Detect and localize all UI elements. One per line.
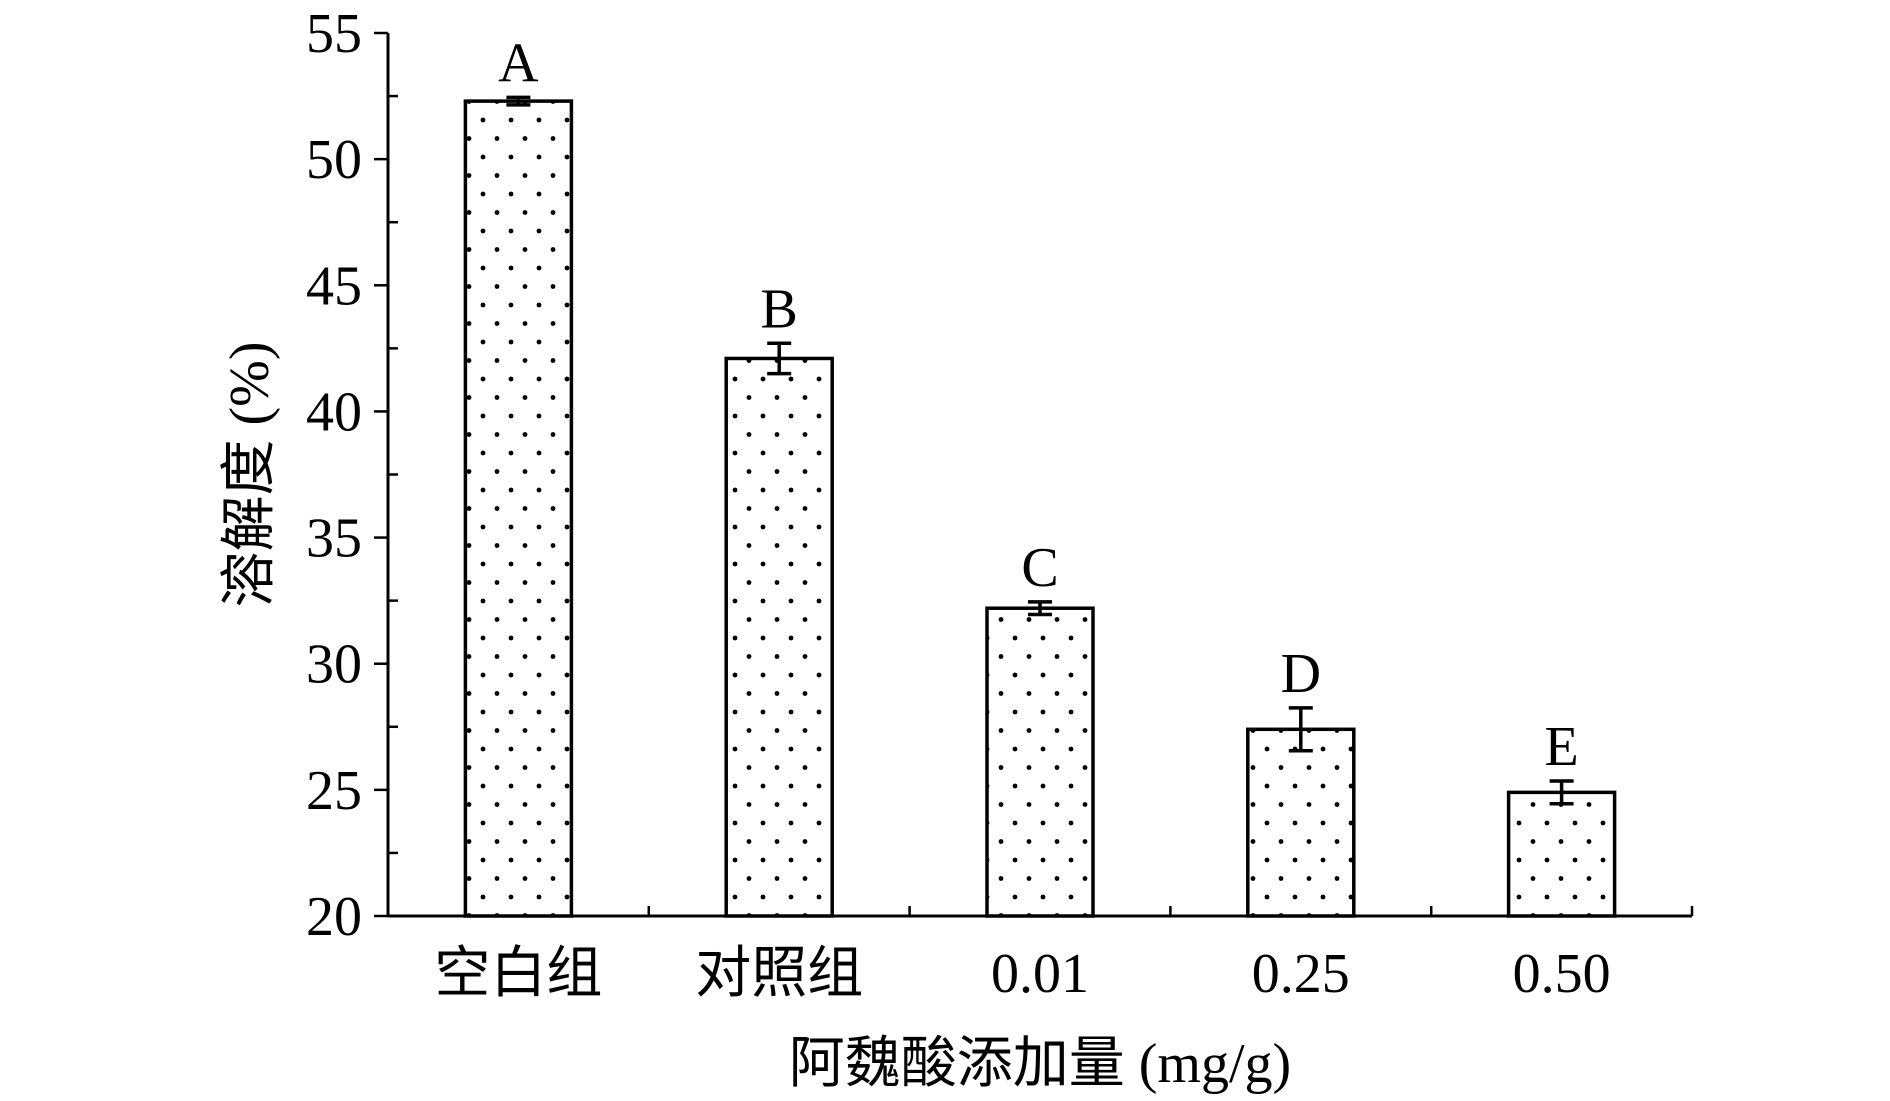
x-axis-title: 阿魏酸添加量 (mg/g)	[789, 1033, 1291, 1095]
bar	[985, 606, 1095, 918]
axes: 20 25 30 35 40 45 50 55	[306, 3, 1694, 948]
y-tick-label: 25	[306, 760, 362, 822]
significance-label: B	[761, 278, 798, 340]
error-bar	[1028, 600, 1052, 617]
x-tick-label: 0.50	[1513, 943, 1611, 1005]
x-tick-label: 对照组	[695, 943, 863, 1005]
error-bar	[767, 341, 792, 376]
y-tick-label: 55	[306, 3, 362, 65]
significance-label: C	[1021, 537, 1058, 599]
labels: A 空白组 B 对照组 C 0.01 D 0.25 E 0.50	[434, 32, 1610, 1005]
error-bar	[1549, 779, 1574, 806]
bar	[1246, 727, 1356, 918]
y-tick-label: 40	[306, 381, 362, 443]
x-tick-label: 空白组	[434, 943, 602, 1005]
x-tick-label: 0.01	[991, 943, 1089, 1005]
x-tick-label: 0.25	[1252, 943, 1350, 1005]
bar	[1506, 790, 1617, 918]
significance-label: D	[1281, 643, 1321, 705]
y-tick-label: 30	[306, 634, 362, 696]
error-bar	[1288, 706, 1313, 753]
bar	[463, 99, 574, 918]
significance-label: A	[498, 32, 539, 94]
bar	[724, 356, 834, 918]
y-tick-label: 45	[306, 255, 362, 317]
y-axis-title: 溶解度 (%)	[219, 342, 281, 608]
y-tick-label: 35	[306, 508, 362, 570]
bars	[463, 95, 1617, 918]
y-tick-label: 20	[306, 886, 362, 948]
significance-label: E	[1544, 716, 1578, 778]
y-tick-label: 50	[306, 129, 362, 191]
error-bar	[506, 95, 531, 107]
